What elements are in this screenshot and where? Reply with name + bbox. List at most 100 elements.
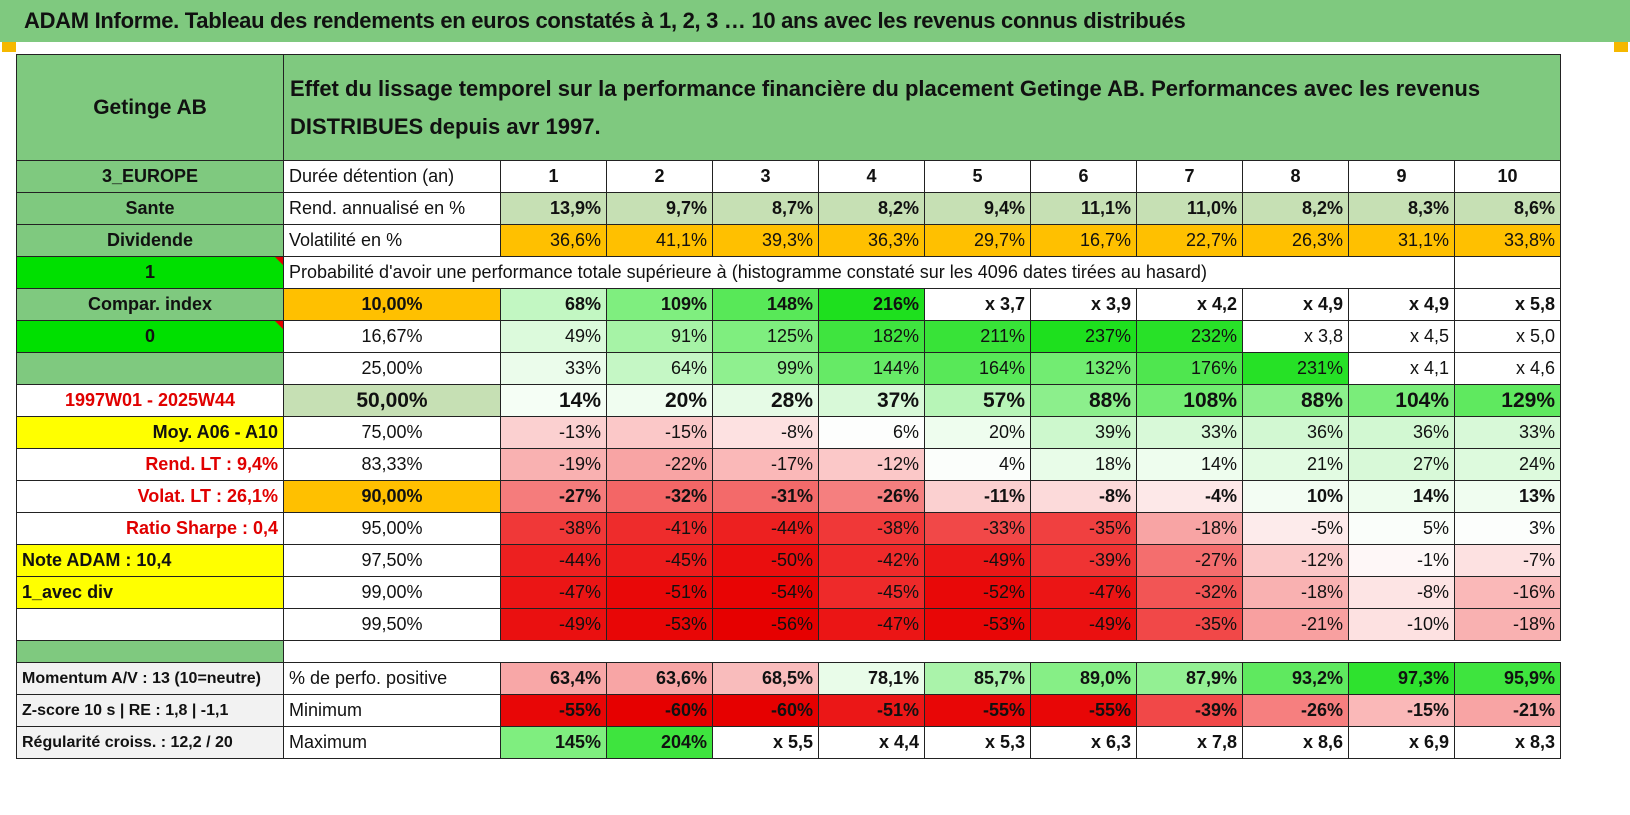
minimum-cell: -60%: [606, 694, 713, 727]
year-cell: 6: [1030, 160, 1137, 193]
maximum-cell: x 5,5: [712, 726, 819, 759]
return-cell: 9,7%: [606, 192, 713, 225]
probability-cell: x 5,0: [1454, 320, 1561, 353]
probability-cell: -50%: [712, 544, 819, 577]
probability-cell: 27%: [1348, 448, 1455, 481]
probability-cell: 99%: [712, 352, 819, 385]
probability-cell: 237%: [1030, 320, 1137, 353]
probability-cell: -42%: [818, 544, 925, 577]
maximum-cell: x 6,9: [1348, 726, 1455, 759]
probability-cell: -49%: [1030, 608, 1137, 641]
positive-cell: 89,0%: [1030, 662, 1137, 695]
dividend-label: Dividende: [16, 224, 284, 257]
return-cell: 11,0%: [1136, 192, 1243, 225]
probability-cell: 164%: [924, 352, 1031, 385]
probability-cell: 104%: [1348, 384, 1455, 417]
probability-cell: -5%: [1242, 512, 1349, 545]
probability-cell: 108%: [1136, 384, 1243, 417]
maximum-cell: x 8,3: [1454, 726, 1561, 759]
year-cell: 2: [606, 160, 713, 193]
flag-one: 1: [16, 256, 284, 289]
probability-cell: -12%: [1242, 544, 1349, 577]
period-label: 1997W01 - 2025W44: [16, 384, 284, 417]
table-row: Z-score 10 s | RE : 1,8 | -1,1 Minimum -55…: [16, 694, 1561, 727]
probability-cell: -53%: [924, 608, 1031, 641]
probability-cell: 18%: [1030, 448, 1137, 481]
volatility-cell: 33,8%: [1454, 224, 1561, 257]
probability-cell: x 4,1: [1348, 352, 1455, 385]
pos-label: % de perfo. positive: [283, 662, 501, 695]
probability-cell: 24%: [1454, 448, 1561, 481]
edge-marker-right: [1614, 42, 1628, 52]
spacer-cell: [16, 640, 284, 663]
table-row: 25,00% 33% 64% 99% 144% 164% 132% 176% 231% x 4,1…: [16, 352, 1561, 385]
probability-cell: 211%: [924, 320, 1031, 353]
probability-cell: -11%: [924, 480, 1031, 513]
threshold-cell: 75,00%: [283, 416, 501, 449]
probability-cell: x 4,9: [1242, 288, 1349, 321]
threshold-cell: 99,50%: [283, 608, 501, 641]
return-cell: 8,2%: [1242, 192, 1349, 225]
positive-cell: 68,5%: [712, 662, 819, 695]
table-row: 0 16,67% 49% 91% 125% 182% 211% 237% 232% x 3,8 x …: [16, 320, 1561, 353]
probability-cell: -49%: [500, 608, 607, 641]
threshold-cell: 25,00%: [283, 352, 501, 385]
table-row: 1997W01 - 2025W44 50,00% 14% 20% 28% 37% 57% 88…: [16, 384, 1561, 417]
table-row: Volat. LT : 26,1% 90,00% -27% -32% -31% -26% -…: [16, 480, 1561, 513]
probability-cell: -49%: [924, 544, 1031, 577]
probability-cell: 39%: [1030, 416, 1137, 449]
average-label: Moy. A06 - A10: [16, 416, 284, 449]
volatility-label: Volatilité en %: [283, 224, 501, 257]
minimum-cell: -55%: [1030, 694, 1137, 727]
year-cell: 5: [924, 160, 1031, 193]
min-label: Minimum: [283, 694, 501, 727]
spacer-cell: [283, 640, 1561, 663]
probability-cell: -18%: [1136, 512, 1243, 545]
threshold-cell: 97,50%: [283, 544, 501, 577]
compare-index-label: Compar. index: [16, 288, 284, 321]
probability-cell: 144%: [818, 352, 925, 385]
spacer-row: [16, 640, 1561, 663]
threshold-cell: 95,00%: [283, 512, 501, 545]
probability-cell: -17%: [712, 448, 819, 481]
probability-cell: -35%: [1136, 608, 1243, 641]
probability-cell: x 3,7: [924, 288, 1031, 321]
maximum-cell: x 7,8: [1136, 726, 1243, 759]
probability-cell: 109%: [606, 288, 713, 321]
probability-cell: 21%: [1242, 448, 1349, 481]
probability-cell: 176%: [1136, 352, 1243, 385]
probability-cell: -56%: [712, 608, 819, 641]
zscore-label: Z-score 10 s | RE : 1,8 | -1,1: [16, 694, 284, 727]
threshold-cell: 90,00%: [283, 480, 501, 513]
annual-return-label: Rend. annualisé en %: [283, 192, 501, 225]
probability-cell: -22%: [606, 448, 713, 481]
year-cell: 7: [1136, 160, 1243, 193]
year-cell: 10: [1454, 160, 1561, 193]
probability-cell: x 3,8: [1242, 320, 1349, 353]
probability-cell: -8%: [1348, 576, 1455, 609]
table-row: Régularité croiss. : 12,2 / 20 Maximum 145…: [16, 726, 1561, 759]
probability-cell: x 4,6: [1454, 352, 1561, 385]
probability-cell: -15%: [606, 416, 713, 449]
positive-cell: 63,4%: [500, 662, 607, 695]
probability-cell: x 4,2: [1136, 288, 1243, 321]
table-row: Momentum A/V : 13 (10=neutre)% de perfo.…: [16, 662, 1561, 695]
return-cell: 11,1%: [1030, 192, 1137, 225]
probability-cell: -33%: [924, 512, 1031, 545]
probability-title: Probabilité d'avoir une performance tota…: [283, 256, 1349, 289]
probability-cell: -4%: [1136, 480, 1243, 513]
volatility-cell: 29,7%: [924, 224, 1031, 257]
long-term-return: Rend. LT : 9,4%: [16, 448, 284, 481]
probability-cell: 3%: [1454, 512, 1561, 545]
minimum-cell: -26%: [1242, 694, 1349, 727]
year-cell: 8: [1242, 160, 1349, 193]
probability-cell: -16%: [1454, 576, 1561, 609]
table-row: 1_avec div 99,00% -47% -51% -54% -45% -52% -47%…: [16, 576, 1561, 609]
max-label: Maximum: [283, 726, 501, 759]
probability-cell: 64%: [606, 352, 713, 385]
duration-label: Durée détention (an): [283, 160, 501, 193]
probability-cell: -45%: [818, 576, 925, 609]
threshold-cell: 50,00%: [283, 384, 501, 417]
probability-cell: -18%: [1242, 576, 1349, 609]
positive-cell: 95,9%: [1454, 662, 1561, 695]
